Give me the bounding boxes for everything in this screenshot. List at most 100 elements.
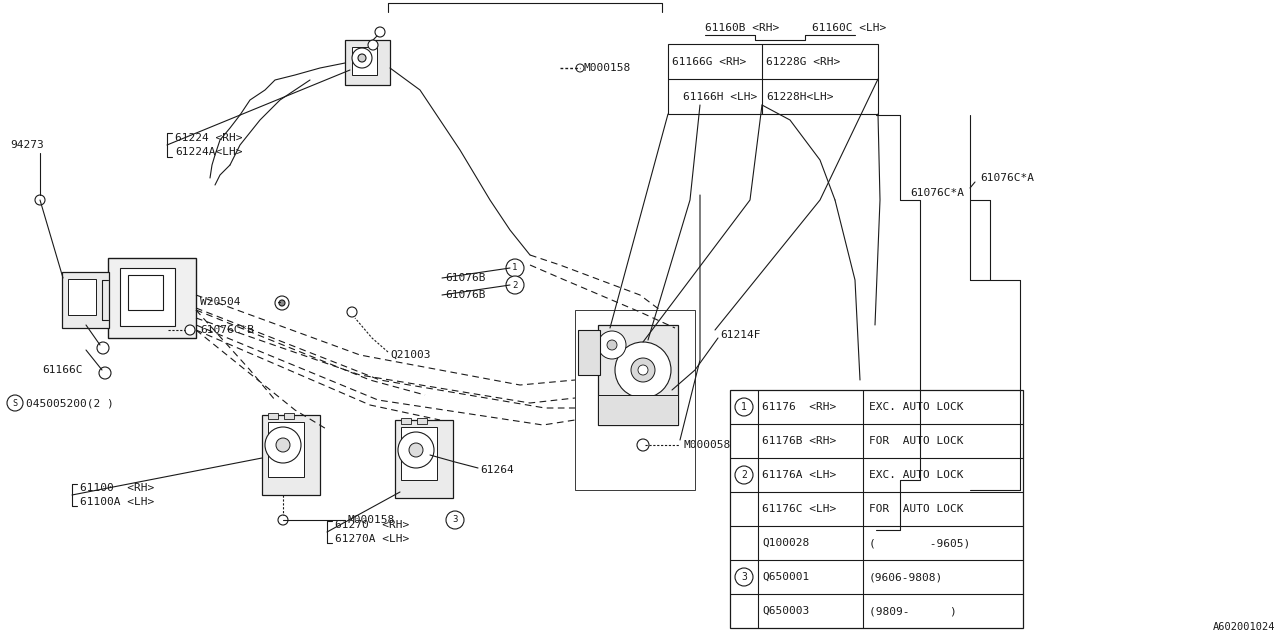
Text: EXC. AUTO LOCK: EXC. AUTO LOCK (869, 470, 964, 480)
Text: (9809-      ): (9809- ) (869, 606, 956, 616)
Bar (120, 268, 175, 326)
Text: M000158: M000158 (348, 515, 396, 525)
Text: 61224 <RH>: 61224 <RH> (175, 133, 242, 143)
Circle shape (445, 511, 465, 529)
Circle shape (358, 54, 366, 62)
Bar (598, 395, 678, 425)
Circle shape (576, 64, 584, 72)
Bar (598, 325, 678, 425)
Circle shape (637, 439, 649, 451)
Text: 1: 1 (741, 402, 748, 412)
Circle shape (637, 365, 648, 375)
Text: 2: 2 (741, 470, 748, 480)
Text: 61228G <RH>: 61228G <RH> (765, 57, 840, 67)
Text: 61176C <LH>: 61176C <LH> (762, 504, 836, 514)
Text: 61270A <LH>: 61270A <LH> (335, 534, 410, 544)
Text: Q650003: Q650003 (762, 606, 809, 616)
Text: 61100A <LH>: 61100A <LH> (79, 497, 155, 507)
Text: 61166G <RH>: 61166G <RH> (672, 57, 746, 67)
Bar (346, 40, 390, 85)
Text: 3: 3 (741, 572, 748, 582)
Bar (396, 420, 453, 498)
Text: 2: 2 (512, 280, 517, 289)
Text: 61076C*A: 61076C*A (980, 173, 1034, 183)
Circle shape (598, 331, 626, 359)
Bar (68, 279, 96, 315)
Circle shape (279, 300, 285, 306)
Circle shape (375, 27, 385, 37)
Text: 3: 3 (452, 515, 458, 525)
Text: 61166H <LH>: 61166H <LH> (684, 92, 758, 102)
Text: FOR  AUTO LOCK: FOR AUTO LOCK (869, 436, 964, 446)
Circle shape (506, 276, 524, 294)
Circle shape (6, 395, 23, 411)
Circle shape (99, 367, 111, 379)
Text: FOR  AUTO LOCK: FOR AUTO LOCK (869, 504, 964, 514)
Text: (        -9605): ( -9605) (869, 538, 970, 548)
Text: 1: 1 (512, 264, 517, 273)
Circle shape (369, 40, 378, 50)
Text: M000058: M000058 (684, 440, 731, 450)
Circle shape (276, 438, 291, 452)
Text: 61228H<LH>: 61228H<LH> (765, 92, 833, 102)
Text: 61224A<LH>: 61224A<LH> (175, 147, 242, 157)
Circle shape (186, 325, 195, 335)
Bar (61, 272, 109, 328)
Circle shape (278, 515, 288, 525)
Text: W20504: W20504 (200, 297, 241, 307)
Text: M000158: M000158 (584, 63, 631, 73)
Bar (352, 47, 378, 75)
Circle shape (614, 342, 671, 398)
Circle shape (735, 466, 753, 484)
Text: 61176A <LH>: 61176A <LH> (762, 470, 836, 480)
Bar (268, 422, 305, 477)
Text: EXC. AUTO LOCK: EXC. AUTO LOCK (869, 402, 964, 412)
Circle shape (631, 358, 655, 382)
Bar (268, 413, 278, 419)
Text: A602001024: A602001024 (1212, 622, 1275, 632)
Circle shape (506, 259, 524, 277)
Text: 61160C <LH>: 61160C <LH> (812, 23, 886, 33)
Circle shape (735, 398, 753, 416)
Bar (417, 418, 428, 424)
Text: 61076C*A: 61076C*A (910, 188, 964, 198)
Text: 045005200(2 ): 045005200(2 ) (26, 398, 114, 408)
Bar (579, 330, 600, 375)
Bar (730, 390, 1023, 628)
Circle shape (410, 443, 422, 457)
Circle shape (398, 432, 434, 468)
Text: 61076B: 61076B (445, 273, 485, 283)
Bar (401, 418, 411, 424)
Bar (108, 258, 196, 338)
Text: 61176B <RH>: 61176B <RH> (762, 436, 836, 446)
Text: 61264: 61264 (480, 465, 513, 475)
Circle shape (275, 296, 289, 310)
Text: S: S (13, 399, 18, 408)
Circle shape (347, 307, 357, 317)
Text: 61076B: 61076B (445, 290, 485, 300)
Bar (401, 427, 436, 480)
Text: 61214F: 61214F (719, 330, 760, 340)
Bar (284, 413, 294, 419)
Circle shape (735, 568, 753, 586)
Bar (668, 44, 878, 114)
Text: 61270  <RH>: 61270 <RH> (335, 520, 410, 530)
Text: 61076C*B: 61076C*B (200, 325, 253, 335)
Bar (262, 415, 320, 495)
Text: Q650001: Q650001 (762, 572, 809, 582)
Bar (575, 310, 695, 490)
Circle shape (607, 340, 617, 350)
Text: 61100  <RH>: 61100 <RH> (79, 483, 155, 493)
Circle shape (265, 427, 301, 463)
Circle shape (352, 48, 372, 68)
Text: 61160B <RH>: 61160B <RH> (705, 23, 780, 33)
Text: Q100028: Q100028 (762, 538, 809, 548)
Text: (9606-9808): (9606-9808) (869, 572, 943, 582)
Text: 94273: 94273 (10, 140, 44, 150)
Text: 61166C: 61166C (42, 365, 82, 375)
Text: 61176  <RH>: 61176 <RH> (762, 402, 836, 412)
Circle shape (35, 195, 45, 205)
Text: Q21003: Q21003 (390, 350, 430, 360)
Circle shape (97, 342, 109, 354)
Bar (128, 275, 163, 310)
